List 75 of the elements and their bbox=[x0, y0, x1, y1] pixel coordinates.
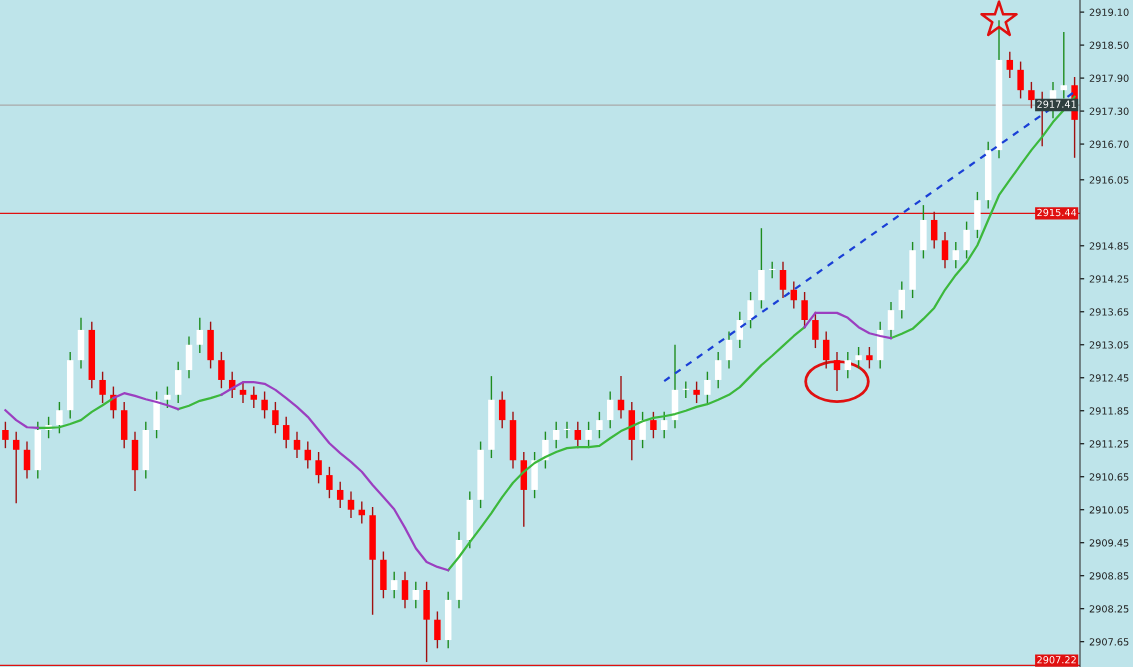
y-tick-label: 2914.25 bbox=[1089, 275, 1129, 283]
y-tick-label: 2908.25 bbox=[1089, 605, 1129, 613]
y-tick-label: 2911.25 bbox=[1089, 440, 1129, 448]
candlestick bbox=[293, 430, 301, 459]
y-tick-label: 2919.10 bbox=[1089, 8, 1129, 16]
candlestick bbox=[239, 380, 247, 404]
candlestick bbox=[542, 430, 549, 470]
candlestick bbox=[412, 581, 420, 609]
candlestick bbox=[164, 385, 171, 409]
candlestick bbox=[434, 610, 441, 649]
candlestick bbox=[23, 440, 31, 480]
candlestick bbox=[866, 346, 873, 370]
candlestick bbox=[930, 211, 938, 250]
candlestick bbox=[855, 346, 862, 370]
candlestick bbox=[272, 401, 279, 434]
candlestick bbox=[326, 466, 333, 499]
candlestick bbox=[196, 317, 204, 354]
candlestick bbox=[552, 421, 560, 449]
candlestick bbox=[1028, 81, 1035, 110]
candlestick bbox=[347, 490, 355, 519]
candlestick bbox=[1006, 50, 1014, 79]
candlestick bbox=[574, 421, 582, 449]
y-tick-label: 2910.65 bbox=[1089, 473, 1129, 481]
y-tick-label: 2909.45 bbox=[1089, 539, 1129, 547]
candlestick bbox=[336, 480, 344, 509]
ref-line-label: 2915.44 bbox=[1037, 208, 1077, 217]
y-tick-label: 2911.85 bbox=[1089, 407, 1129, 415]
candlestick bbox=[1017, 60, 1024, 100]
candlestick bbox=[2, 421, 9, 449]
candlestick bbox=[887, 301, 895, 339]
candlestick bbox=[941, 231, 949, 270]
candlestick bbox=[844, 351, 852, 380]
y-tick-label: 2916.05 bbox=[1089, 176, 1129, 184]
y-tick-label: 2913.05 bbox=[1089, 341, 1129, 349]
candlestick bbox=[315, 451, 322, 485]
y-tick-label: 2916.70 bbox=[1089, 140, 1129, 148]
candlestick bbox=[390, 571, 398, 599]
candlestick bbox=[725, 330, 733, 370]
y-tick-label: 2914.85 bbox=[1089, 242, 1129, 250]
candlestick bbox=[282, 416, 290, 449]
candlestick bbox=[596, 411, 603, 439]
y-tick-label: 2910.05 bbox=[1089, 506, 1129, 514]
ref-line-label: 2917.41 bbox=[1037, 100, 1076, 108]
candlestick bbox=[714, 351, 722, 389]
candlestick bbox=[585, 421, 592, 449]
candlestick bbox=[650, 411, 657, 439]
candlestick bbox=[250, 385, 258, 409]
candlestick bbox=[218, 351, 225, 389]
y-tick-label: 2917.30 bbox=[1089, 107, 1129, 115]
y-tick-label: 2913.65 bbox=[1089, 308, 1129, 316]
y-tick-label: 2907.65 bbox=[1089, 638, 1129, 646]
candlestick bbox=[693, 380, 700, 404]
candlestick bbox=[660, 411, 668, 439]
candlestick bbox=[898, 280, 906, 320]
candlestick bbox=[498, 390, 506, 430]
ref-line-label: 2907.22 bbox=[1037, 656, 1076, 664]
candlestick bbox=[952, 241, 960, 270]
y-tick-label: 2912.45 bbox=[1089, 374, 1129, 382]
candlestick bbox=[779, 261, 787, 299]
candlestick bbox=[401, 571, 409, 609]
candlestick bbox=[99, 371, 106, 404]
candlestick bbox=[822, 330, 830, 370]
y-tick-label: 2908.85 bbox=[1089, 572, 1129, 580]
candlestick bbox=[704, 371, 711, 404]
candlestick bbox=[963, 220, 970, 260]
candlestick bbox=[56, 401, 63, 434]
y-tick-label: 2917.90 bbox=[1089, 74, 1129, 82]
candlestick bbox=[12, 430, 20, 504]
candlestick bbox=[833, 351, 841, 392]
candlestick bbox=[606, 390, 614, 430]
candlestick bbox=[747, 291, 754, 329]
candlestick bbox=[261, 390, 268, 420]
candlestick bbox=[639, 411, 646, 449]
candlestick bbox=[1060, 31, 1068, 100]
y-tick-label: 2918.50 bbox=[1089, 41, 1129, 49]
